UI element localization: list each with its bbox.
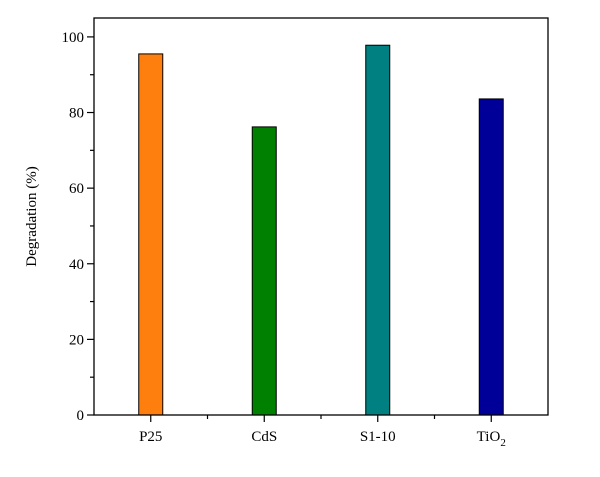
x-tick-label: CdS (251, 429, 277, 445)
bar-p25 (138, 53, 164, 416)
y-tick-label: 60 (69, 181, 84, 197)
y-tick-label: 40 (69, 257, 84, 273)
y-axis-title: Degradation (%) (24, 166, 40, 266)
y-axis-ticks (87, 36, 94, 416)
x-tick-label: TiO2 (477, 429, 506, 449)
y-axis-tick-labels: 0 20 40 60 80 100 (62, 30, 85, 424)
y-tick-label: 20 (69, 332, 84, 348)
x-tick-label: S1-10 (360, 429, 396, 445)
x-tick-label: P25 (139, 429, 162, 445)
y-tick-label: 100 (62, 30, 85, 46)
plot-frame (93, 17, 549, 416)
bar-tio2 (478, 98, 504, 416)
bar-s1-10 (365, 44, 391, 416)
y-tick-label: 80 (69, 106, 84, 122)
bars-group (138, 44, 504, 416)
x-axis-tick-labels: P25 CdS S1-10 TiO2 (139, 429, 506, 449)
bar-cds (251, 126, 277, 416)
x-axis-ticks (150, 415, 492, 422)
y-tick-label: 0 (77, 408, 85, 424)
